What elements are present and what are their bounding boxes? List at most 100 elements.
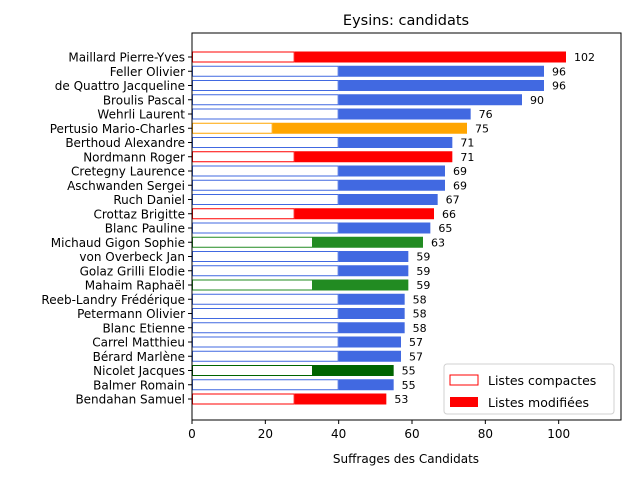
bar-compact (192, 279, 313, 291)
legend-swatch-modified (450, 397, 478, 407)
x-tick-label: 100 (547, 427, 570, 441)
value-label: 59 (416, 251, 430, 264)
y-tick-label: Wehrli Laurent (97, 108, 185, 122)
bar-modified (338, 251, 409, 262)
bar-compact (192, 308, 339, 319)
bar-compact (192, 236, 313, 248)
y-tick-label: Cretegny Laurence (71, 165, 185, 179)
y-tick-label: Blanc Pauline (105, 222, 185, 236)
bar-modified (338, 194, 438, 205)
bar-compact (192, 194, 339, 205)
bar-compact (192, 137, 339, 148)
y-tick-label: Berthoud Alexandre (65, 136, 185, 150)
value-label: 57 (409, 350, 423, 363)
bar-modified (338, 308, 405, 319)
bar-compact (192, 179, 339, 191)
bar-modified (294, 208, 434, 220)
y-tick-label: Golaz Grilli Elodie (80, 264, 185, 278)
y-tick-label: de Quattro Jacqueline (55, 79, 185, 93)
value-label: 59 (416, 265, 430, 278)
value-label: 96 (552, 80, 566, 93)
bar-compact (192, 151, 295, 163)
bar-modified (338, 137, 453, 148)
y-tick-label: Crottaz Brigitte (93, 207, 185, 221)
value-labels: 1029696907675717169696766656359595958585… (394, 51, 595, 406)
bar-compact (192, 51, 295, 63)
y-tick-label: Bendahan Samuel (75, 393, 185, 407)
value-label: 69 (453, 165, 467, 178)
bar-modified (313, 365, 394, 376)
bar-modified (338, 265, 409, 277)
bar-compact (192, 379, 339, 391)
bar-modified (338, 350, 401, 362)
y-tick-label: Carrel Matthieu (92, 336, 185, 350)
x-axis-label: Suffrages des Candidats (333, 452, 479, 466)
y-tick-label: Nicolet Jacques (93, 364, 185, 378)
y-tick-label: Nordmann Roger (83, 150, 185, 164)
value-label: 96 (552, 65, 566, 78)
value-label: 55 (402, 379, 416, 392)
x-tick-label: 20 (258, 427, 273, 441)
value-label: 58 (413, 308, 427, 321)
bar-modified (338, 293, 405, 305)
value-label: 76 (479, 108, 493, 121)
legend-box (443, 363, 615, 415)
bar-modified (338, 336, 401, 348)
bar-modified (338, 179, 445, 191)
y-tick-label: Broulis Pascal (103, 93, 185, 107)
chart-title: Eysins: candidats (343, 13, 469, 29)
y-tick-label: Blanc Etienne (102, 321, 185, 335)
y-tick-label: Michaud Gigon Sophie (51, 236, 185, 250)
y-tick-label: Petermann Olivier (77, 307, 185, 321)
y-tick-label: Reeb-Landry Frédérique (41, 293, 185, 307)
bar-compact (192, 94, 339, 106)
value-label: 71 (460, 137, 474, 150)
value-label: 75 (475, 122, 489, 135)
value-label: 65 (438, 222, 452, 235)
legend: Listes compactes Listes modifiées (443, 363, 615, 415)
legend-label-modified: Listes modifiées (488, 395, 589, 410)
y-tick-label: von Overbeck Jan (79, 250, 185, 264)
x-tick-label: 80 (478, 427, 493, 441)
bar-modified (294, 151, 453, 163)
y-tick-label: Balmer Romain (93, 378, 185, 392)
value-label: 59 (416, 279, 430, 292)
bar-compact (192, 365, 313, 376)
y-tick-label: Maillard Pierre-Yves (68, 51, 185, 65)
x-axis-ticks: 0 20 40 60 80 100 (188, 420, 570, 441)
value-label: 90 (530, 94, 544, 107)
value-label: 71 (460, 151, 474, 164)
x-tick-label: 40 (331, 427, 346, 441)
bar-modified (338, 65, 544, 77)
bar-compact (192, 293, 339, 305)
x-tick-label: 0 (188, 427, 196, 441)
value-label: 63 (431, 236, 445, 249)
bar-modified (294, 393, 387, 405)
value-label: 69 (453, 179, 467, 192)
y-tick-label: Ruch Daniel (113, 193, 185, 207)
legend-swatch-compact (449, 374, 479, 386)
bar-modified (272, 122, 467, 134)
bar-modified (338, 80, 544, 91)
y-tick-label: Aschwanden Sergei (67, 179, 185, 193)
bar-modified (338, 222, 431, 234)
bar-compact (192, 350, 339, 362)
bar-compact (192, 393, 295, 405)
bar-compact (192, 108, 339, 120)
value-label: 58 (413, 293, 427, 306)
bar-compact (192, 165, 339, 177)
bar-compact (192, 251, 339, 262)
value-label: 67 (446, 194, 460, 207)
y-tick-label: Feller Olivier (110, 65, 185, 79)
value-label: 55 (402, 365, 416, 378)
x-tick-label: 60 (404, 427, 419, 441)
y-tick-label: Mahaim Raphaël (85, 279, 185, 293)
bar-compact (192, 122, 273, 134)
bar-modified (338, 322, 405, 334)
bar-compact (192, 222, 339, 234)
bar-modified (313, 279, 409, 291)
value-label: 57 (409, 336, 423, 349)
bar-compact (192, 65, 339, 77)
